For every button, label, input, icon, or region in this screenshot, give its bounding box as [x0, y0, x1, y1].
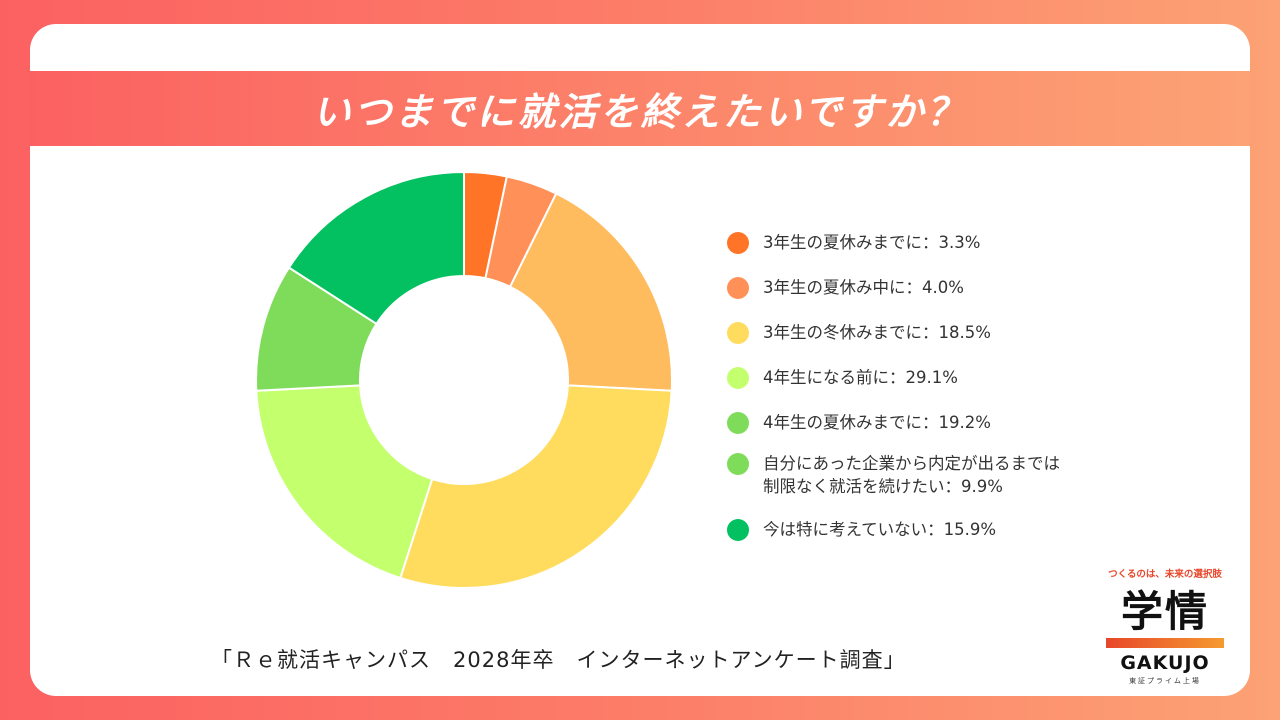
legend-label-2: 3年生の夏休み中に：4.0%	[763, 278, 964, 297]
legend-item-5: 4年生の夏休みまでに：19.2%	[727, 411, 1087, 434]
logo-sub: 東証プライム上場	[1129, 677, 1201, 685]
donut-slice-5	[255, 384, 434, 580]
legend-item-1: 3年生の夏休みまでに：3.3%	[727, 231, 1087, 254]
legend-swatch-1	[727, 232, 749, 254]
legend-item-6: 自分にあった企業から内定が出るまでは制限なく就活を続けたい：9.9%	[727, 452, 1073, 498]
legend-item-4: 4年生になる前に：29.1%	[727, 366, 1087, 389]
legend: 3年生の夏休みまでに：3.3% 3年生の夏休み中に：4.0% 3年生の冬休みまで…	[727, 231, 1087, 541]
legend-item-3: 3年生の冬休みまでに：18.5%	[727, 321, 1087, 344]
legend-label-1: 3年生の夏休みまでに：3.3%	[763, 233, 981, 252]
donut-slice-3	[508, 192, 673, 392]
donut-slice-7	[287, 170, 465, 326]
donut-chart	[255, 170, 673, 589]
legend-swatch-3	[727, 322, 749, 344]
logo-name: GAKUJO	[1120, 652, 1210, 674]
chart-title: いつまでに就活を終えたいですか？	[312, 90, 968, 134]
donut-slice-4	[399, 384, 673, 589]
card: いつまでに就活を終えたいですか？ 3年生の夏休みまでに：3.3% 3年生の夏休み…	[30, 24, 1250, 696]
legend-swatch-2	[727, 277, 749, 299]
legend-label-5: 4年生の夏休みまでに：19.2%	[763, 413, 991, 432]
legend-label-6: 自分にあった企業から内定が出るまでは制限なく就活を続けたい：9.9%	[763, 454, 1060, 496]
legend-swatch-6	[727, 453, 749, 475]
source-note: 「Ｒｅ就活キャンパス 2028年卒 インターネットアンケート調査」	[211, 648, 906, 672]
legend-label-4: 4年生になる前に：29.1%	[763, 368, 958, 387]
logo-tagline: つくるのは、未来の選択肢	[1108, 569, 1222, 580]
legend-swatch-7	[727, 519, 749, 541]
legend-label-7: 今は特に考えていない：15.9%	[763, 520, 997, 539]
legend-item-2: 3年生の夏休み中に：4.0%	[727, 276, 1087, 299]
title-band: いつまでに就活を終えたいですか？	[30, 71, 1250, 146]
legend-swatch-5	[727, 412, 749, 434]
logo-bar	[1106, 638, 1224, 648]
legend-item-7: 今は特に考えていない：15.9%	[727, 518, 1087, 541]
legend-swatch-4	[727, 367, 749, 389]
logo-mark: 学情	[1120, 587, 1209, 636]
gakujo-logo: つくるのは、未来の選択肢 学情 GAKUJO 東証プライム上場	[1098, 566, 1232, 686]
legend-label-3: 3年生の冬休みまでに：18.5%	[763, 323, 991, 342]
